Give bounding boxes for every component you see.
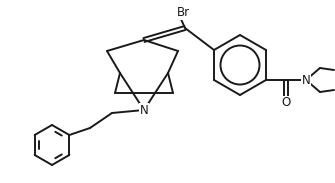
Text: N: N <box>302 74 310 87</box>
Text: Br: Br <box>177 7 190 20</box>
Text: O: O <box>281 96 290 109</box>
Text: N: N <box>140 104 148 117</box>
